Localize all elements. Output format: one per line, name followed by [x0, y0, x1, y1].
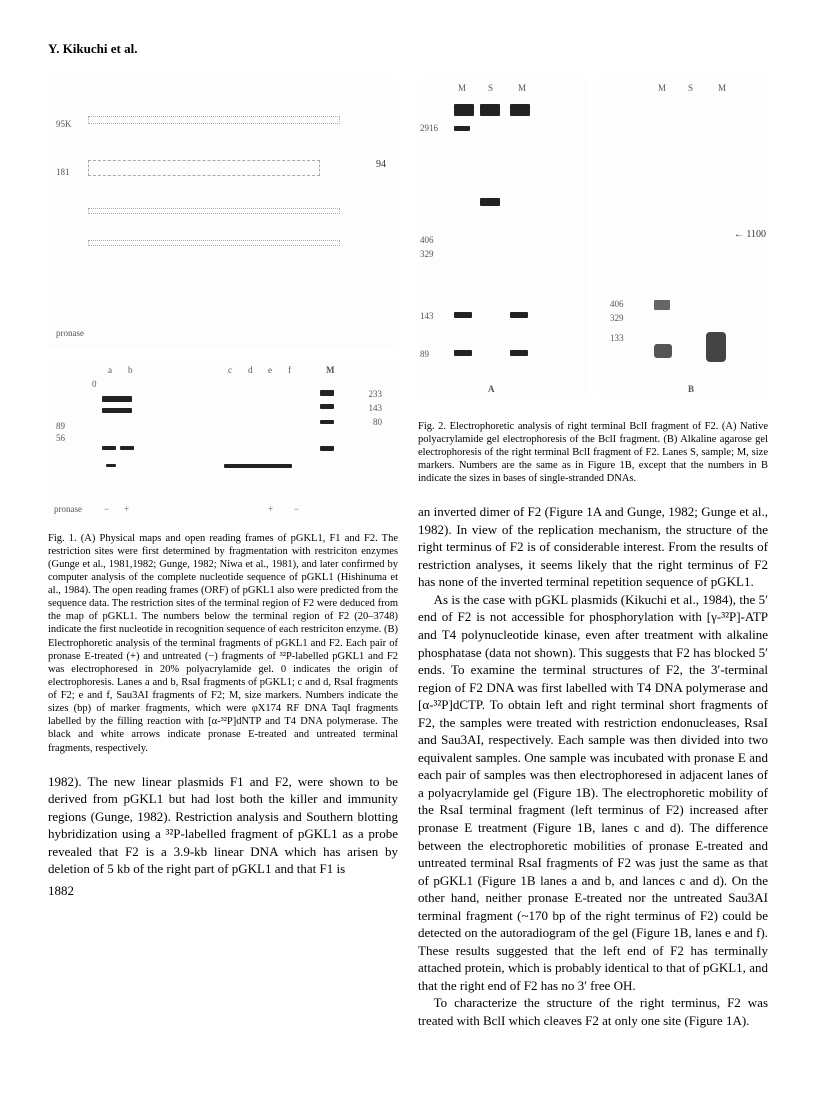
gel-band: [480, 104, 500, 116]
fig1b-lane-c: c: [228, 364, 232, 376]
gel-band: [224, 464, 292, 468]
fig1b-plus2: +: [268, 503, 273, 515]
fig1b-origin: 0: [92, 378, 97, 390]
gel-band: [480, 198, 500, 206]
fig1b-minus2: −: [294, 503, 299, 515]
fig2b-m-406: 406: [610, 298, 624, 310]
gel-band: [510, 350, 528, 356]
gel-band: [510, 104, 530, 116]
fig2a-lane-m2: M: [518, 82, 526, 94]
fig2b-m-329: 329: [610, 312, 624, 324]
right-column: M S M 2916 406 329 143 89 A: [418, 78, 768, 1030]
figure-2a: M S M 2916 406 329 143 89 A: [418, 78, 588, 398]
fig1b-lane-f: f: [288, 364, 291, 376]
fig2b-lane-m2: M: [718, 82, 726, 94]
right-para-3: To characterize the structure of the rig…: [418, 994, 768, 1029]
gel-band: [120, 446, 134, 450]
fig1b-plus: +: [124, 503, 129, 515]
figure-2-panels: M S M 2916 406 329 143 89 A: [418, 78, 768, 410]
fig1b-left-89: 89: [56, 420, 65, 432]
author-header: Y. Kikuchi et al.: [48, 40, 768, 58]
figure-1b: a b c d e f M 0 233 143 80 89 56 pronase: [48, 360, 398, 520]
fig1a-label-95k: 95K: [56, 118, 72, 130]
gel-band: [320, 446, 334, 451]
left-para-1: 1982). The new linear plasmids F1 and F2…: [48, 773, 398, 878]
figure-1a: 95K 181 94 pronase: [48, 78, 398, 348]
fig2b-lane-s: S: [688, 82, 693, 94]
fig2a-m-2916: 2916: [420, 122, 438, 134]
fig1b-lane-b: b: [128, 364, 133, 376]
fig1b-minus: −: [104, 503, 109, 515]
fig1b-lane-e: e: [268, 364, 272, 376]
fig2a-lane-s: S: [488, 82, 493, 94]
gel-band: [654, 344, 672, 358]
gel-band: [454, 350, 472, 356]
fig2a-m-329: 329: [420, 248, 434, 260]
fig2a-lane-m1: M: [458, 82, 466, 94]
fig1b-lane-d: d: [248, 364, 253, 376]
fig1a-pronase-label: pronase: [56, 327, 84, 339]
left-column: 95K 181 94 pronase a b c d e f M 0: [48, 78, 398, 1030]
fig1b-marker-233: 233: [369, 388, 383, 400]
gel-band: [454, 126, 470, 131]
gel-band: [454, 104, 474, 116]
fig2b-arrow-1100: ← 1100: [734, 228, 766, 242]
gel-band: [102, 446, 116, 450]
fig1b-lane-m: M: [326, 364, 335, 376]
gel-band: [454, 312, 472, 318]
fig1a-label-94: 94: [376, 158, 386, 172]
gel-band: [106, 464, 116, 467]
right-para-1: an inverted dimer of F2 (Figure 1A and G…: [418, 503, 768, 591]
gel-band: [320, 420, 334, 424]
fig1b-pronase: pronase: [54, 503, 82, 515]
gel-band: [102, 408, 132, 413]
fig2a-m-406: 406: [420, 234, 434, 246]
right-para-2: As is the case with pGKL plasmids (Kikuc…: [418, 591, 768, 995]
right-body-text: an inverted dimer of F2 (Figure 1A and G…: [418, 503, 768, 1029]
figure-2-caption: Fig. 2. Electrophoretic analysis of righ…: [418, 420, 768, 486]
fig1b-marker-80: 80: [373, 416, 382, 428]
left-body-text: 1982). The new linear plasmids F1 and F2…: [48, 773, 398, 878]
fig1a-label-181: 181: [56, 166, 70, 178]
fig2b-lane-m1: M: [658, 82, 666, 94]
fig1b-marker-143: 143: [369, 402, 383, 414]
gel-band: [510, 312, 528, 318]
fig2b-label-b: B: [688, 383, 694, 395]
figure-2b: M S M ← 1100 406 329 133 B: [598, 78, 768, 398]
fig1b-lane-a: a: [108, 364, 112, 376]
gel-band: [102, 396, 132, 402]
fig2b-m-133: 133: [610, 332, 624, 344]
gel-band: [320, 404, 334, 409]
fig2a-m-143: 143: [420, 310, 434, 322]
fig2a-m-89: 89: [420, 348, 429, 360]
fig1a-map-box: [88, 160, 320, 176]
fig1a-map-line-3: [88, 240, 340, 246]
fig2a-label-a: A: [488, 383, 495, 395]
fig1a-map-line-2: [88, 208, 340, 214]
gel-band: [654, 300, 670, 310]
gel-band: [706, 332, 726, 362]
two-column-layout: 95K 181 94 pronase a b c d e f M 0: [48, 78, 768, 1030]
fig1b-left-56: 56: [56, 432, 65, 444]
page-number: 1882: [48, 882, 398, 900]
fig1a-map-line-1: [88, 116, 340, 124]
gel-band: [320, 390, 334, 396]
figure-1-caption: Fig. 1. (A) Physical maps and open readi…: [48, 532, 398, 755]
